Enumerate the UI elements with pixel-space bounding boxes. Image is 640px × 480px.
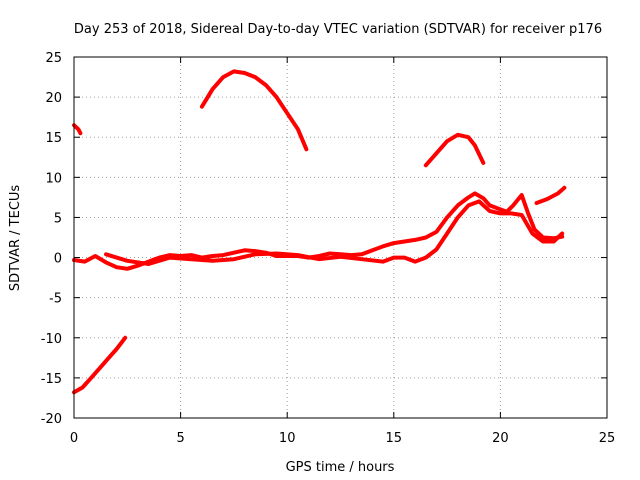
x-tick-label: 10 [279,431,296,446]
axis-ticks: 0 5 10 15 20 25 -20 -15 -10 -5 0 5 10 15 20 25 [41,51,616,446]
y-tick-label: 15 [45,131,62,146]
x-tick-label: 15 [386,431,403,446]
x-tick-label: 5 [176,431,184,446]
x-tick-label: 0 [70,431,78,446]
x-tick-label: 20 [492,431,509,446]
y-axis-label: SDTVAR / TECUs [8,185,23,292]
series-line-1 [72,123,83,136]
chart-title: Day 253 of 2018, Sidereal Day-to-day VTE… [74,22,602,37]
y-tick-label: 25 [45,51,62,66]
y-tick-label: 20 [45,91,62,106]
y-tick-label: -5 [49,292,62,307]
y-tick-label: 5 [54,211,62,226]
y-tick-label: -15 [41,372,62,387]
x-axis-label: GPS time / hours [286,460,395,475]
series-line-5 [199,69,309,152]
series-line-2 [72,335,128,395]
y-tick-label: 10 [45,171,62,186]
x-tick-label: 25 [599,431,616,446]
series-line-7 [534,185,567,205]
y-tick-label: -20 [41,412,62,427]
plot-frame [73,56,608,419]
grid [74,57,607,418]
data-series [72,69,567,395]
y-tick-label: 0 [54,252,62,267]
series-line-3 [72,191,565,271]
series-line-4 [104,199,565,266]
series-line-6 [423,132,486,168]
y-tick-label: -10 [41,332,62,347]
